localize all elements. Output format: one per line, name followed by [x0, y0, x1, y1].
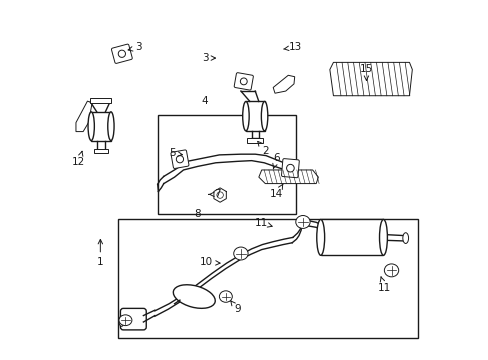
FancyBboxPatch shape — [234, 73, 253, 90]
Text: 11: 11 — [377, 277, 390, 293]
Circle shape — [217, 192, 223, 198]
Text: 2: 2 — [257, 141, 269, 156]
Circle shape — [176, 156, 183, 163]
Text: 9: 9 — [230, 301, 240, 314]
Bar — [158, 116, 295, 214]
Ellipse shape — [295, 216, 309, 228]
Text: 3: 3 — [128, 42, 142, 52]
Text: 1: 1 — [97, 239, 103, 267]
Ellipse shape — [261, 102, 267, 131]
FancyBboxPatch shape — [111, 44, 132, 63]
Text: 3: 3 — [202, 53, 215, 63]
Text: 12: 12 — [72, 151, 85, 167]
Ellipse shape — [379, 220, 386, 255]
Ellipse shape — [384, 264, 398, 277]
Text: 5: 5 — [168, 148, 182, 158]
Bar — [245, 102, 264, 131]
Ellipse shape — [219, 291, 232, 302]
Ellipse shape — [107, 112, 114, 140]
Ellipse shape — [119, 315, 132, 325]
Bar — [118, 220, 417, 338]
Text: 8: 8 — [193, 209, 200, 219]
Bar — [89, 98, 111, 103]
Circle shape — [286, 165, 294, 172]
Ellipse shape — [233, 247, 247, 260]
Bar — [91, 112, 111, 140]
Bar — [94, 149, 108, 153]
Bar — [247, 138, 263, 143]
Bar — [320, 220, 383, 255]
Polygon shape — [258, 170, 318, 184]
Text: 11: 11 — [255, 218, 272, 228]
Polygon shape — [329, 62, 411, 96]
Text: 10: 10 — [200, 257, 220, 267]
FancyBboxPatch shape — [120, 309, 146, 330]
Ellipse shape — [316, 220, 324, 255]
Text: 7: 7 — [208, 189, 221, 199]
Ellipse shape — [402, 233, 408, 243]
Ellipse shape — [242, 102, 249, 131]
Text: 15: 15 — [359, 64, 372, 80]
Text: 13: 13 — [283, 42, 302, 52]
Ellipse shape — [88, 112, 94, 140]
FancyBboxPatch shape — [171, 150, 188, 168]
Text: 4: 4 — [202, 96, 208, 106]
Ellipse shape — [119, 316, 124, 326]
Polygon shape — [76, 101, 92, 132]
Text: 14: 14 — [269, 184, 283, 199]
FancyBboxPatch shape — [281, 159, 299, 178]
Polygon shape — [273, 75, 294, 93]
Text: 6: 6 — [272, 153, 280, 169]
Circle shape — [118, 50, 125, 57]
Circle shape — [240, 78, 247, 85]
Ellipse shape — [173, 285, 215, 308]
